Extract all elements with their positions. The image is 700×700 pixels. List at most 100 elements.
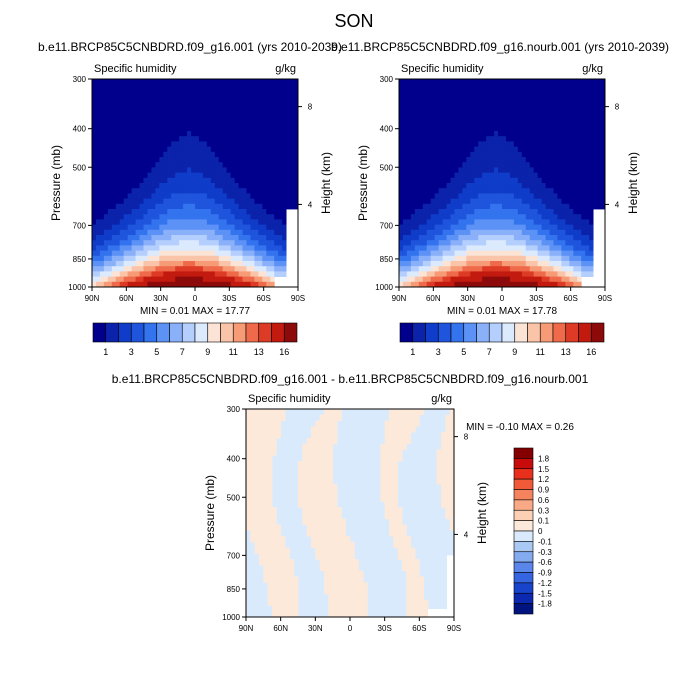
- contour-cell: [478, 240, 483, 246]
- contour-cell: [454, 255, 459, 262]
- contour-cell: [127, 235, 133, 241]
- contour-cell: [183, 125, 188, 132]
- contour-cell: [246, 146, 251, 153]
- diff-cell: [306, 524, 312, 531]
- contour-cell: [266, 271, 271, 277]
- contour-cell: [202, 250, 208, 257]
- contour-cell: [529, 141, 535, 147]
- contour-cell: [195, 120, 200, 127]
- contour-cell: [155, 172, 160, 179]
- diff-cell: [272, 605, 277, 612]
- contour-cell: [282, 136, 287, 142]
- contour-cell: [486, 240, 491, 246]
- y-tick-label: 400: [73, 125, 87, 134]
- contour-cell: [505, 250, 511, 257]
- contour-cell: [553, 245, 558, 251]
- x-tick-label: 60S: [257, 294, 271, 303]
- diff-cell: [397, 443, 403, 450]
- diff-cell: [267, 432, 273, 439]
- contour-cell: [450, 84, 455, 90]
- contour-cell: [179, 141, 184, 147]
- contour-cell: [115, 79, 121, 85]
- contour-cell: [151, 167, 156, 173]
- contour-cell: [278, 110, 283, 116]
- contour-cell: [147, 203, 152, 210]
- contour-cell: [502, 198, 507, 205]
- contour-cell: [537, 271, 543, 277]
- contour-cell: [525, 89, 531, 95]
- contour-cell: [549, 84, 554, 90]
- contour-cell: [99, 240, 105, 246]
- contour-cell: [490, 245, 495, 251]
- contour-cell: [537, 203, 543, 210]
- contour-cell: [123, 193, 129, 199]
- contour-cell: [478, 172, 483, 179]
- diff-cell: [332, 582, 338, 589]
- contour-cell: [525, 110, 531, 116]
- contour-cell: [565, 131, 570, 137]
- diff-cell: [337, 576, 342, 583]
- contour-cell: [521, 79, 527, 85]
- contour-cell: [509, 229, 515, 236]
- contour-cell: [446, 250, 451, 257]
- contour-cell: [505, 235, 511, 241]
- x-tick-label: 60N: [426, 294, 441, 303]
- diff-cell: [311, 530, 316, 537]
- contour-cell: [115, 120, 121, 127]
- contour-cell: [119, 193, 125, 199]
- contour-cell: [266, 188, 271, 194]
- contour-cell: [151, 115, 156, 121]
- contour-cell: [593, 105, 598, 111]
- contour-cell: [474, 183, 479, 189]
- contour-cell: [565, 99, 570, 106]
- diff-cell: [393, 530, 399, 537]
- contour-cell: [553, 198, 558, 205]
- contour-cell: [490, 276, 495, 283]
- contour-cell: [183, 219, 188, 225]
- contour-cell: [581, 240, 586, 246]
- contour-cell: [474, 245, 479, 251]
- contour-cell: [589, 157, 594, 163]
- diff-cell: [254, 426, 260, 433]
- contour-cell: [434, 214, 440, 220]
- contour-cell: [517, 224, 523, 231]
- diff-cell: [280, 593, 286, 601]
- contour-cell: [470, 281, 475, 288]
- contour-cell: [163, 136, 168, 142]
- contour-cell: [206, 235, 212, 241]
- diff-cell: [311, 524, 316, 531]
- contour-cell: [442, 255, 447, 262]
- contour-cell: [537, 131, 543, 137]
- contour-cell: [262, 84, 267, 90]
- contour-cell: [206, 276, 212, 283]
- diff-cell: [298, 495, 303, 502]
- contour-cell: [525, 141, 531, 147]
- contour-cell: [549, 235, 554, 241]
- contour-cell: [565, 214, 570, 220]
- contour-cell: [541, 188, 546, 194]
- contour-cell: [474, 261, 479, 267]
- contour-cell: [573, 255, 578, 262]
- contour-cell: [167, 120, 172, 127]
- contour-cell: [410, 240, 416, 246]
- contour-cell: [195, 229, 200, 236]
- contour-cell: [242, 79, 247, 85]
- contour-cell: [163, 125, 168, 132]
- contour-cell: [234, 84, 239, 90]
- contour-cell: [95, 157, 101, 163]
- colorbar-swatch: [552, 322, 567, 343]
- diff-cell: [350, 599, 355, 606]
- contour-cell: [123, 281, 129, 288]
- contour-cell: [442, 79, 447, 85]
- contour-cell: [250, 266, 255, 272]
- contour-cell: [509, 193, 515, 199]
- contour-cell: [95, 229, 101, 236]
- diff-cell: [406, 576, 412, 583]
- contour-cell: [490, 224, 495, 231]
- contour-cell: [402, 115, 408, 121]
- contour-cell: [541, 203, 546, 210]
- panel-title: b.e11.BRCP85C5CNBDRD.f09_g16.001 (yrs 20…: [38, 40, 342, 54]
- contour-cell: [187, 89, 192, 95]
- diff-cell: [384, 495, 390, 502]
- contour-cell: [418, 115, 424, 121]
